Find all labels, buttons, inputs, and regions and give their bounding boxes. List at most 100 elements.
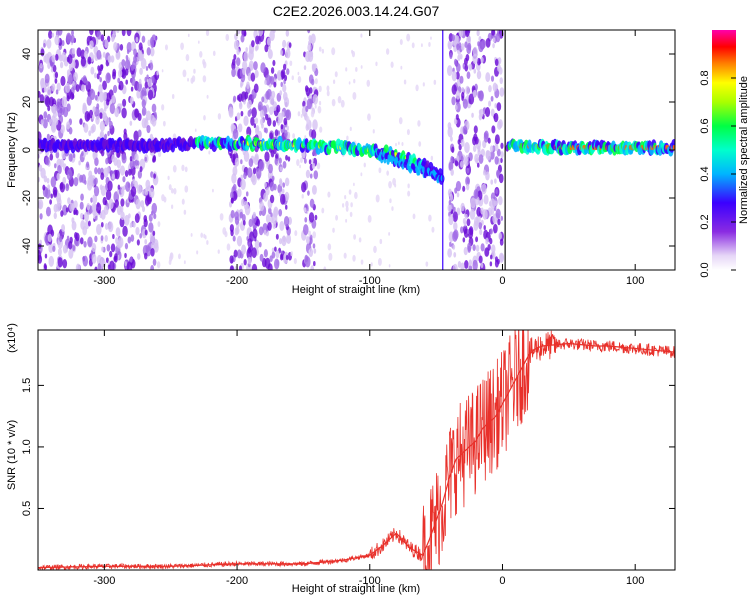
spectrogram-cell (129, 156, 133, 162)
spectrogram-cell (268, 163, 273, 174)
spectrogram-cell (137, 129, 142, 138)
spectrogram-cell (297, 111, 301, 117)
spectrogram-cell (495, 32, 501, 43)
spectrogram-cell (428, 42, 431, 47)
spectrogram-cell (282, 161, 287, 169)
spectrogram-cell (388, 181, 392, 189)
spectrogram-cell (96, 254, 103, 266)
spectrogram-cell (121, 107, 127, 119)
spectrogram-cell (118, 69, 123, 78)
spectrogram-cell (455, 114, 459, 121)
spectrogram-cell (89, 89, 96, 101)
spectrogram-cell (318, 85, 322, 93)
spectrogram-cell (46, 38, 52, 49)
spectrogram-cell (275, 233, 279, 240)
spectrogram-xtick-label: 100 (626, 275, 644, 287)
spectrogram-cell (55, 89, 59, 95)
spectrogram-cell (274, 258, 280, 270)
snr-xtick-label: 0 (499, 575, 505, 587)
spectrogram-cell (485, 237, 489, 245)
spectrogram-cell (492, 82, 498, 92)
spectrogram-cell (480, 56, 484, 64)
spectrogram-cell (304, 135, 307, 140)
spectrogram-cell (264, 79, 267, 85)
spectrogram-cell (48, 30, 53, 39)
spectrogram-cell (472, 53, 478, 65)
spectrogram-cell (79, 118, 83, 125)
spectrogram-cell (68, 240, 73, 250)
spectrogram-cell (446, 65, 453, 77)
spectrogram-cell (456, 63, 461, 73)
spectrogram-cell (94, 167, 98, 175)
spectrogram-cell (150, 264, 155, 270)
spectrogram-cell (251, 247, 257, 259)
spectrogram-cell (47, 184, 51, 190)
spectrogram-cell (81, 84, 86, 93)
spectrogram-cell (50, 193, 53, 199)
spectrogram-cell (136, 89, 141, 99)
spectrogram-cell (75, 209, 79, 216)
snr-xtick-label: 100 (626, 575, 644, 587)
spectrogram-cell (280, 124, 284, 130)
spectrogram-cell (244, 91, 249, 100)
spectrogram-cell (279, 253, 284, 261)
spectrogram-cell (39, 62, 43, 69)
spectrogram-cell (170, 252, 173, 258)
spectrogram-cell (500, 142, 504, 149)
spectrogram-cell (107, 55, 112, 64)
spectrogram-cell (248, 242, 251, 248)
spectrogram-cell (488, 201, 492, 207)
spectrogram-cell (108, 120, 113, 129)
spectrogram-cell (69, 202, 74, 212)
spectrogram-cell (53, 203, 58, 213)
spectrogram-cell (231, 153, 236, 164)
spectrogram-cell (268, 207, 272, 215)
spectrogram-cell (193, 68, 196, 74)
spectrogram-cell (254, 69, 259, 78)
spectrogram-cell (56, 172, 61, 181)
spectrogram-cell (304, 217, 308, 223)
spectrogram-cell (466, 229, 470, 235)
spectrogram-cell (231, 173, 237, 184)
spectrogram-cell (93, 179, 97, 185)
spectrogram-cell (420, 43, 423, 48)
spectrogram-cell (490, 95, 494, 102)
spectrogram-cell (107, 130, 110, 137)
spectrogram-cell (282, 84, 287, 93)
spectrogram-cell (164, 44, 168, 51)
spectrogram-cell (296, 159, 300, 167)
spectrogram-cell (72, 244, 76, 251)
spectrogram-cell (60, 124, 65, 134)
spectrogram-cell (135, 198, 141, 210)
spectrogram-cell (313, 248, 317, 254)
spectrogram-cell (476, 162, 480, 168)
spectrogram-cell (96, 73, 100, 80)
spectrogram-cell (47, 62, 51, 70)
spectrogram-cell (62, 176, 67, 185)
spectrogram-cell (75, 263, 81, 270)
spectrogram-cell (431, 226, 435, 233)
spectrogram-cell (495, 189, 498, 195)
spectrogram-cell (345, 206, 349, 212)
spectrogram-cell (51, 32, 55, 38)
spectrogram-cell (230, 191, 234, 199)
spectrogram-cell (92, 194, 98, 204)
spectrogram-cell (386, 170, 390, 176)
spectrogram-cell (161, 194, 165, 202)
spectrogram-cell (106, 99, 110, 106)
spectrogram-cell (285, 30, 290, 37)
spectrogram-cell (136, 239, 140, 246)
spectrogram-cell (262, 223, 268, 235)
spectrogram-cell (233, 249, 238, 258)
spectrogram-cell (184, 185, 189, 193)
spectrogram-cell (106, 244, 111, 252)
spectrogram-cell (97, 167, 101, 175)
spectrogram-cell (105, 72, 111, 84)
snr-xtick-label: -100 (359, 575, 381, 587)
spectrogram-cell (265, 214, 271, 224)
spectrogram-cell (240, 159, 243, 165)
spectrogram-cell (125, 79, 128, 85)
spectrogram-cell (271, 175, 275, 182)
snr-multiplier: (x10⁴) (6, 323, 18, 353)
spectrogram-cell (331, 47, 336, 56)
